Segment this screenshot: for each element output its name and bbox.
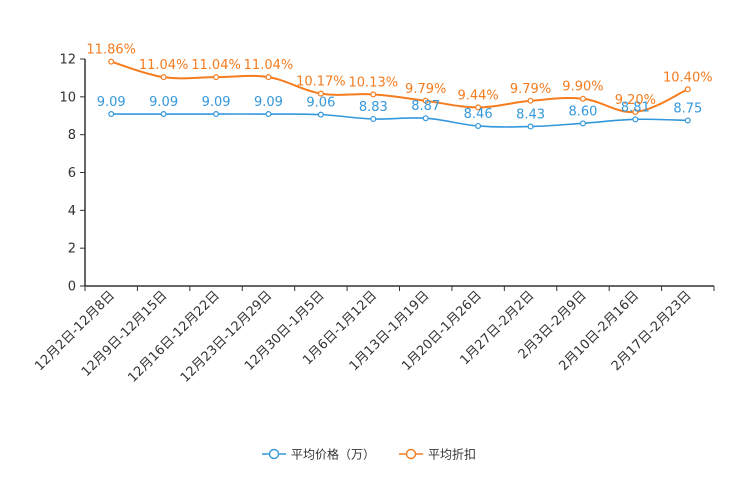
data-labels: 9.09 9.09 9.09 9.09 9.06 8.83 8.87 8.46 8.43 8.60… — [86, 43, 712, 123]
legend-label-0: 平均价格（万） — [291, 447, 375, 462]
data-point-0-9[interactable] — [579, 120, 586, 127]
data-label-0-8: 8.43 — [516, 108, 545, 123]
data-label-0-11: 8.75 — [673, 101, 702, 116]
data-label-1-11: 10.40% — [663, 70, 713, 85]
data-label-1-1: 11.04% — [139, 58, 189, 73]
data-point-0-4[interactable] — [317, 111, 324, 118]
data-point-1-10[interactable] — [632, 108, 639, 115]
data-point-1-9[interactable] — [579, 95, 586, 102]
data-point-1-6[interactable] — [422, 97, 429, 104]
data-label-0-10: 8.81 — [621, 100, 650, 115]
data-label-0-1: 9.09 — [149, 95, 178, 110]
data-label-0-5: 8.83 — [359, 100, 388, 115]
y-tick-label: 8 — [68, 128, 76, 143]
data-point-1-1[interactable] — [160, 74, 167, 81]
y-tick-label: 2 — [68, 242, 76, 257]
x-tick-label: 12月23日-12月29日 — [178, 288, 275, 385]
data-label-1-9: 9.90% — [562, 80, 603, 95]
legend[interactable]: 平均价格（万） 平均折扣 — [262, 447, 476, 462]
data-label-1-6: 9.79% — [405, 82, 446, 97]
legend-marker-0 — [268, 448, 280, 460]
legend-marker-1 — [405, 448, 417, 460]
data-label-1-2: 11.04% — [191, 58, 241, 73]
data-label-0-3: 9.09 — [254, 95, 283, 110]
data-point-1-4[interactable] — [317, 90, 324, 97]
data-point-1-8[interactable] — [527, 97, 534, 104]
legend-item-1[interactable]: 平均折扣 — [399, 447, 476, 462]
data-point-0-8[interactable] — [527, 123, 534, 130]
series-line-1[interactable] — [110, 60, 689, 113]
data-label-0-9: 8.60 — [568, 104, 597, 119]
y-tick-label: 10 — [59, 90, 76, 105]
data-point-0-2[interactable] — [213, 111, 220, 118]
data-label-0-7: 8.46 — [464, 107, 493, 122]
data-point-0-7[interactable] — [475, 122, 482, 129]
data-label-1-3: 11.04% — [244, 58, 294, 73]
y-tick-label: 0 — [68, 280, 76, 295]
data-point-1-5[interactable] — [370, 91, 377, 98]
data-label-0-6: 8.87 — [411, 99, 440, 114]
data-label-0-0: 9.09 — [97, 95, 126, 110]
data-point-0-1[interactable] — [160, 111, 167, 118]
data-point-1-7[interactable] — [475, 104, 482, 111]
data-point-1-0[interactable] — [108, 58, 115, 65]
data-point-0-6[interactable] — [422, 115, 429, 122]
data-point-1-3[interactable] — [265, 74, 272, 81]
data-point-0-0[interactable] — [108, 111, 115, 118]
series-group — [108, 58, 691, 130]
data-label-1-8: 9.79% — [510, 82, 551, 97]
data-label-0-4: 9.06 — [306, 96, 335, 111]
legend-item-0[interactable]: 平均价格（万） — [262, 447, 375, 462]
data-label-1-4: 10.17% — [296, 75, 346, 90]
data-point-0-10[interactable] — [632, 116, 639, 123]
data-label-1-0: 11.86% — [86, 43, 136, 58]
data-point-0-11[interactable] — [684, 117, 691, 124]
data-label-0-2: 9.09 — [202, 95, 231, 110]
data-point-0-3[interactable] — [265, 111, 272, 118]
y-tick-label: 12 — [59, 53, 76, 68]
data-point-0-5[interactable] — [370, 115, 377, 122]
y-tick-label: 6 — [68, 166, 76, 181]
data-label-1-10: 9.20% — [615, 93, 656, 108]
data-point-1-2[interactable] — [213, 74, 220, 81]
data-label-1-5: 10.13% — [349, 75, 399, 90]
x-tick-label: 12月16日-12月22日 — [125, 288, 222, 385]
series-line-0[interactable] — [111, 113, 688, 128]
data-point-1-11[interactable] — [684, 86, 691, 93]
data-label-1-7: 9.44% — [457, 88, 498, 103]
y-tick-label: 4 — [68, 204, 76, 219]
legend-label-1: 平均折扣 — [428, 447, 476, 462]
